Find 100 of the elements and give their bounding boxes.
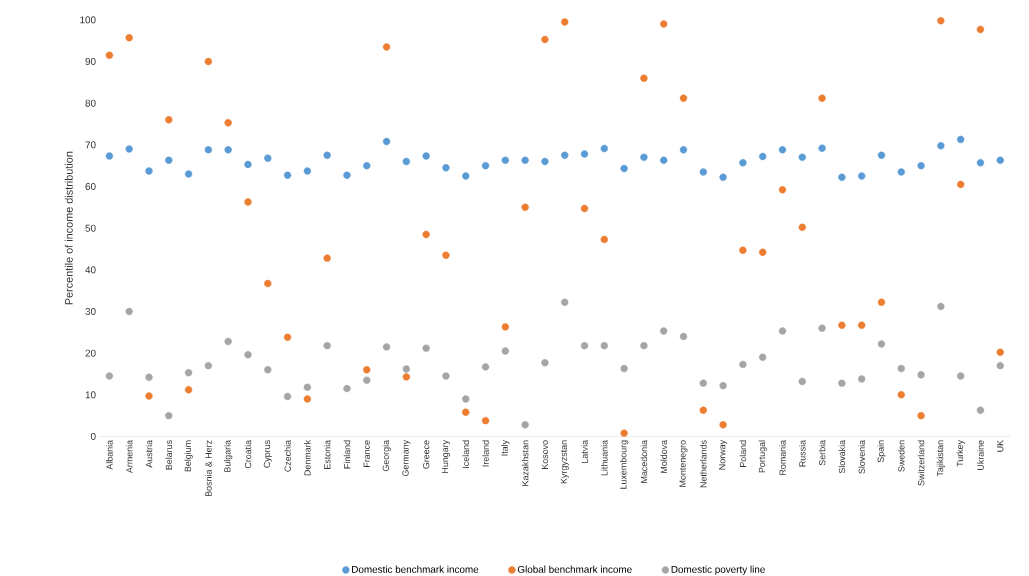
x-tick-label: Macedonia xyxy=(640,439,648,483)
point xyxy=(897,390,905,399)
point xyxy=(580,204,589,213)
x-tick-label: Luxembourg xyxy=(619,440,629,489)
point xyxy=(660,327,668,335)
point xyxy=(917,411,925,420)
y-tick-label: 20 xyxy=(85,349,96,357)
point xyxy=(858,321,866,329)
x-tick-label: Montenegro xyxy=(679,440,688,487)
point xyxy=(224,337,232,345)
point xyxy=(996,156,1004,164)
y-tick-label: 90 xyxy=(85,57,96,65)
point xyxy=(481,363,490,371)
point xyxy=(422,230,430,238)
x-tick-label: Slovenia xyxy=(858,439,865,474)
point xyxy=(996,348,1004,356)
x-tick-label: Bosnia & Herz xyxy=(205,440,212,496)
point xyxy=(976,25,985,33)
y-tick-label: 100 xyxy=(80,16,96,24)
y-tick-label: 0 xyxy=(90,432,96,440)
point xyxy=(521,156,529,164)
point xyxy=(442,251,450,259)
point xyxy=(303,395,312,403)
point xyxy=(917,161,925,170)
point xyxy=(343,384,351,393)
x-tick-label: Turkey xyxy=(956,439,965,467)
point xyxy=(778,185,787,194)
x-tick-label: Austria xyxy=(145,439,153,468)
point xyxy=(125,307,133,315)
point xyxy=(244,350,252,359)
point xyxy=(224,145,232,154)
point xyxy=(798,377,806,385)
point xyxy=(204,361,213,370)
point xyxy=(719,420,727,429)
point xyxy=(957,180,965,188)
point xyxy=(600,144,608,153)
point xyxy=(145,167,153,175)
point xyxy=(402,157,411,165)
x-tick-label: Kazakhstan xyxy=(521,440,529,486)
y-tick-label: 70 xyxy=(85,141,96,149)
point xyxy=(224,118,232,127)
y-tick-label: 30 xyxy=(85,307,96,315)
point xyxy=(125,33,133,42)
point xyxy=(897,364,905,373)
point xyxy=(699,168,707,176)
point xyxy=(165,411,173,420)
point xyxy=(521,203,529,211)
point xyxy=(937,302,945,310)
point xyxy=(323,151,331,159)
x-tick-label: Denmark xyxy=(304,439,311,476)
point xyxy=(957,372,965,380)
point xyxy=(442,372,450,380)
point xyxy=(640,153,648,161)
x-tick-label: Albania xyxy=(106,439,113,470)
x-tick-label: Kosovo xyxy=(541,440,549,469)
point xyxy=(976,406,985,414)
point xyxy=(521,420,529,429)
point xyxy=(501,347,510,355)
point xyxy=(481,161,490,170)
point xyxy=(561,151,569,159)
point xyxy=(877,340,886,348)
point xyxy=(541,157,549,165)
x-tick-label: Tajikistan xyxy=(936,440,946,477)
point xyxy=(679,332,688,340)
point xyxy=(145,392,153,400)
y-tick-label: 10 xyxy=(85,391,96,399)
point xyxy=(323,341,331,350)
x-tick-label: Norway xyxy=(719,439,728,470)
point xyxy=(501,156,510,164)
x-tick-label: France xyxy=(363,440,370,467)
x-tick-label: Moldova xyxy=(660,439,667,473)
legend-label: Domestic poverty line xyxy=(671,565,765,575)
x-tick-label: Serbia xyxy=(818,439,826,466)
y-tick-label: 50 xyxy=(85,224,96,232)
x-tick-label: Bulgaria xyxy=(224,439,233,472)
y-tick-label: 80 xyxy=(85,99,96,107)
point xyxy=(798,223,806,231)
point xyxy=(679,94,688,102)
x-tick-label: Belarus xyxy=(165,440,173,470)
point xyxy=(620,429,628,437)
point xyxy=(343,171,351,179)
point xyxy=(382,343,391,351)
point xyxy=(244,160,252,168)
point xyxy=(937,141,945,150)
point xyxy=(561,298,569,306)
point xyxy=(145,373,153,381)
x-tick-label: Spain xyxy=(877,440,886,463)
point xyxy=(422,152,430,160)
point xyxy=(759,353,767,361)
x-tick-label: Iceland xyxy=(462,440,470,468)
point xyxy=(264,279,272,288)
point xyxy=(759,152,767,160)
point xyxy=(877,298,886,306)
point xyxy=(402,373,411,381)
point xyxy=(184,385,193,394)
point xyxy=(778,145,787,154)
point xyxy=(105,152,114,160)
point xyxy=(957,135,965,143)
point xyxy=(363,376,371,384)
point xyxy=(739,246,747,254)
